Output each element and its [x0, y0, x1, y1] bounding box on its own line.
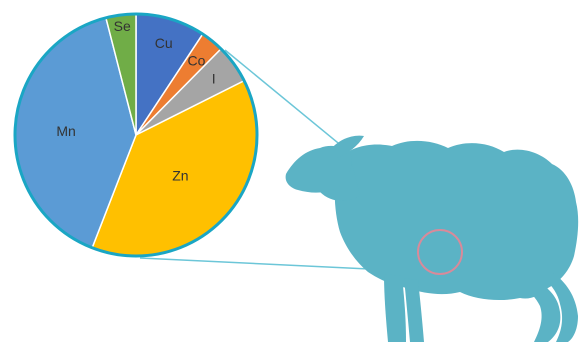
highlight-circle — [417, 229, 463, 275]
sheep-front-leg-near — [384, 274, 406, 342]
sheep-hind-leg-near — [526, 280, 561, 342]
pie-label-i: I — [212, 71, 216, 87]
sheep-front-leg-far — [404, 278, 424, 342]
mineral-pie-chart: Cu Co I Zn Mn Se — [13, 12, 259, 258]
sheep-hind-leg-far — [546, 272, 578, 342]
sheep-ear — [330, 135, 364, 158]
sheep-silhouette — [285, 135, 579, 342]
pie-label-se: Se — [114, 18, 131, 34]
pie-label-co: Co — [188, 53, 206, 69]
sheep-head — [285, 145, 352, 193]
pie-label-cu: Cu — [155, 35, 173, 51]
pie-label-zn: Zn — [172, 167, 188, 183]
sheep-body — [334, 140, 579, 300]
pie-border-ring — [13, 12, 259, 258]
pie-label-mn: Mn — [56, 123, 75, 139]
